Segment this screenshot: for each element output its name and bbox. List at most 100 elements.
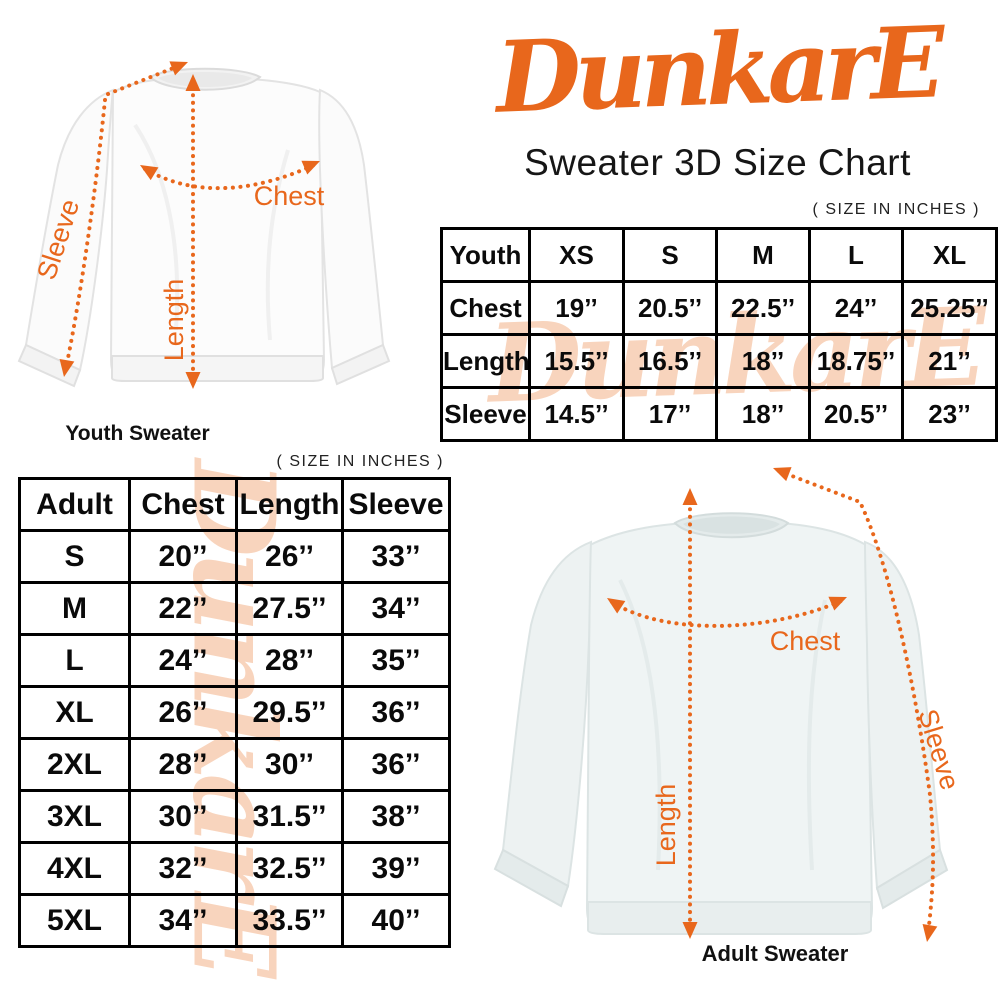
youth-chest-label: Chest: [254, 181, 325, 211]
table-row: 2XL 28’’ 30’’ 36’’: [18, 737, 451, 792]
youth-chest-arrow: [143, 163, 316, 191]
table-cell: 19’’: [528, 280, 625, 336]
table-cell: 16.5’’: [622, 333, 718, 389]
table-cell: 22.5’’: [715, 280, 811, 336]
table-header-cell: Chest: [128, 477, 238, 532]
table-cell: 18’’: [715, 386, 811, 442]
table-cell: 23’’: [901, 386, 998, 442]
table-cell: 24’’: [808, 280, 904, 336]
adult-chest-arrow: [610, 599, 843, 628]
table-cell: 28’’: [128, 737, 238, 792]
youth-size-table: Youth XS S M L XL Chest 19’’ 20.5’’ 22.5…: [440, 227, 998, 442]
youth-measurement-arrows: [64, 63, 316, 384]
table-row: L 24’’ 28’’ 35’’: [18, 633, 451, 688]
table-row: Length 15.5’’ 16.5’’ 18’’ 18.75’’ 21’’: [440, 333, 998, 389]
table-cell: 21’’: [901, 333, 998, 389]
table-cell: 29.5’’: [235, 685, 344, 740]
youth-sweater-figure: Sleeve Length Chest: [17, 61, 391, 389]
table-row: XL 26’’ 29.5’’ 36’’: [18, 685, 451, 740]
table-cell: 26’’: [128, 685, 238, 740]
table-cell: 28’’: [235, 633, 344, 688]
table-cell: 33.5’’: [235, 893, 344, 948]
table-row-label: S: [18, 529, 131, 584]
table-cell: 14.5’’: [528, 386, 625, 442]
adult-table-section: DunkarE Adult Chest Length Sleeve S 20’’…: [18, 459, 451, 972]
table-header-cell: S: [622, 227, 718, 283]
adult-chest-label: Chest: [770, 626, 841, 656]
table-row: M 22’’ 27.5’’ 34’’: [18, 581, 451, 636]
adult-sweater-illustration: [493, 512, 949, 935]
youth-sleeve-arrow: [106, 63, 183, 96]
table-row-label: Sleeve: [440, 386, 531, 442]
table-cell: 22’’: [128, 581, 238, 636]
table-row-label: XL: [18, 685, 131, 740]
table-cell: 36’’: [341, 685, 451, 740]
brand-logo: DunkarE: [494, 4, 941, 136]
table-cell: 38’’: [341, 789, 451, 844]
adult-sweater-figure: Chest Length Sleeve: [493, 467, 965, 942]
table-cell: 20.5’’: [622, 280, 718, 336]
table-row-label: Length: [440, 333, 531, 389]
table-cell: 31.5’’: [235, 789, 344, 844]
table-header-cell: XL: [901, 227, 998, 283]
adult-size-table: Adult Chest Length Sleeve S 20’’ 26’’ 33…: [18, 477, 451, 948]
table-header-cell: M: [715, 227, 811, 283]
table-row: 4XL 32’’ 32.5’’ 39’’: [18, 841, 451, 896]
adult-measurement-arrows: [610, 469, 936, 936]
table-header-cell: Length: [235, 477, 344, 532]
table-cell: 17’’: [622, 386, 718, 442]
youth-size-note: ( SIZE IN INCHES ): [812, 201, 980, 218]
table-cell: 25.25’’: [901, 280, 998, 336]
table-cell: 24’’: [128, 633, 238, 688]
table-cell: 34’’: [128, 893, 238, 948]
youth-diagram-caption: Youth Sweater: [65, 422, 210, 445]
table-cell: 32.5’’: [235, 841, 344, 896]
table-cell: 30’’: [128, 789, 238, 844]
table-header-cell: L: [808, 227, 904, 283]
table-row: S 20’’ 26’’ 33’’: [18, 529, 451, 584]
adult-size-note: ( SIZE IN INCHES ): [276, 453, 444, 470]
table-cell: 32’’: [128, 841, 238, 896]
table-cell: 36’’: [341, 737, 451, 792]
table-cell: 20’’: [128, 529, 238, 584]
table-cell: 39’’: [341, 841, 451, 896]
table-row-label: 3XL: [18, 789, 131, 844]
adult-sleeve-arrow: [777, 469, 936, 936]
table-cell: 34’’: [341, 581, 451, 636]
youth-sweater-illustration: [17, 67, 391, 388]
youth-length-label: Length: [159, 279, 189, 362]
youth-table-section: DunkarE Youth XS S M L XL Chest 19’’ 20.…: [440, 227, 998, 446]
table-row-label: M: [18, 581, 131, 636]
table-row: 3XL 30’’ 31.5’’ 38’’: [18, 789, 451, 844]
table-row-label: 4XL: [18, 841, 131, 896]
table-row: Chest 19’’ 20.5’’ 22.5’’ 24’’ 25.25’’: [440, 280, 998, 336]
table-header-cell: Sleeve: [341, 477, 451, 532]
table-row: Youth XS S M L XL: [440, 227, 998, 283]
table-header-cell: Youth: [440, 227, 531, 283]
youth-arrowheads: [59, 61, 320, 389]
table-cell: 18.75’’: [808, 333, 904, 389]
table-cell: 26’’: [235, 529, 344, 584]
table-header-cell: XS: [528, 227, 625, 283]
table-cell: 40’’: [341, 893, 451, 948]
adult-length-label: Length: [651, 784, 681, 867]
table-row: 5XL 34’’ 33.5’’ 40’’: [18, 893, 451, 948]
table-row-label: 5XL: [18, 893, 131, 948]
adult-arrowheads: [607, 467, 938, 942]
table-cell: 20.5’’: [808, 386, 904, 442]
table-row: Adult Chest Length Sleeve: [18, 477, 451, 532]
table-cell: 15.5’’: [528, 333, 625, 389]
table-header-cell: Adult: [18, 477, 131, 532]
table-row: Sleeve 14.5’’ 17’’ 18’’ 20.5’’ 23’’: [440, 386, 998, 442]
page-title: Sweater 3D Size Chart: [524, 142, 911, 183]
table-cell: 27.5’’: [235, 581, 344, 636]
table-cell: 30’’: [235, 737, 344, 792]
table-cell: 33’’: [341, 529, 451, 584]
table-row-label: Chest: [440, 280, 531, 336]
table-cell: 35’’: [341, 633, 451, 688]
adult-diagram-caption: Adult Sweater: [701, 941, 849, 966]
table-cell: 18’’: [715, 333, 811, 389]
table-row-label: 2XL: [18, 737, 131, 792]
table-row-label: L: [18, 633, 131, 688]
